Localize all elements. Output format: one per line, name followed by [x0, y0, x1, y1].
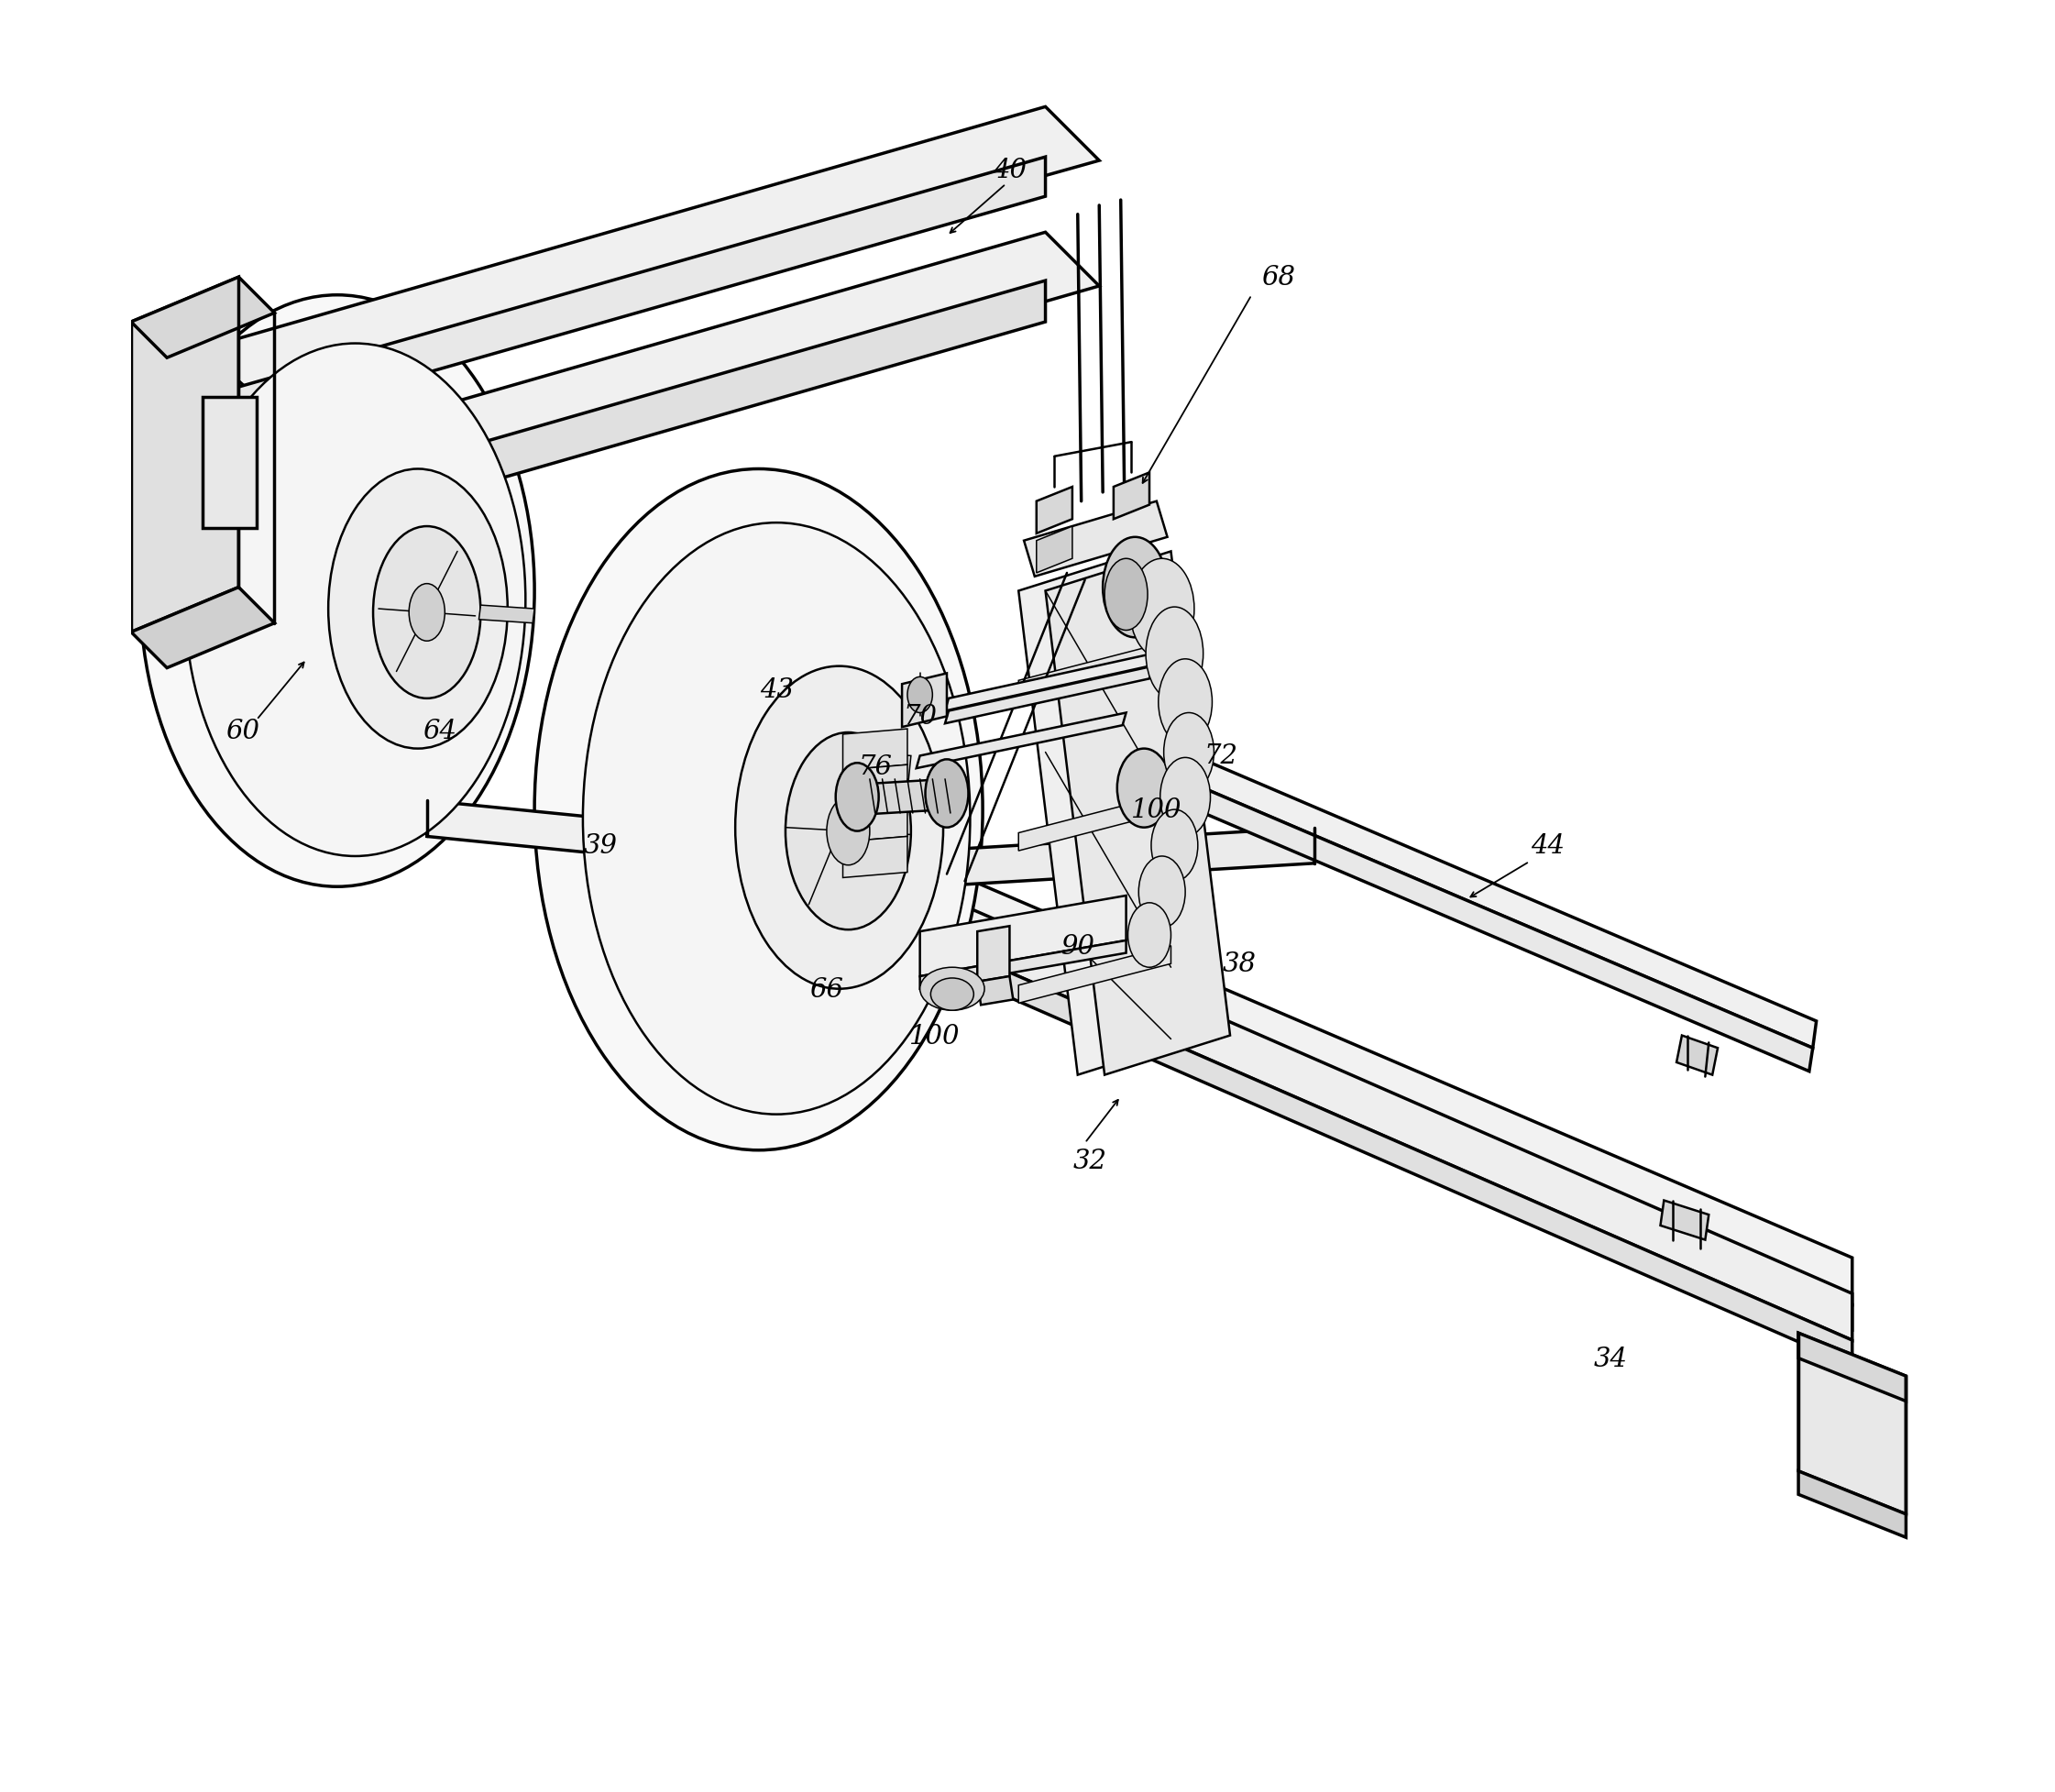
Polygon shape — [1200, 788, 1813, 1072]
Text: 64: 64 — [423, 719, 456, 744]
Text: 76: 76 — [859, 754, 892, 780]
Polygon shape — [843, 801, 908, 842]
Ellipse shape — [785, 733, 910, 930]
Ellipse shape — [534, 470, 982, 1150]
Ellipse shape — [925, 760, 968, 828]
Ellipse shape — [736, 667, 943, 989]
Ellipse shape — [1118, 749, 1171, 828]
Polygon shape — [479, 606, 534, 624]
Ellipse shape — [1151, 810, 1198, 882]
Ellipse shape — [908, 677, 933, 713]
Ellipse shape — [1138, 857, 1186, 928]
Text: 60: 60 — [226, 719, 259, 744]
Text: 90: 90 — [1060, 934, 1095, 959]
Polygon shape — [1114, 473, 1149, 520]
Text: 43: 43 — [760, 677, 793, 702]
Polygon shape — [427, 801, 929, 887]
Polygon shape — [865, 753, 910, 810]
Polygon shape — [203, 108, 1099, 398]
Polygon shape — [843, 765, 908, 806]
Polygon shape — [132, 278, 275, 358]
Ellipse shape — [584, 523, 970, 1115]
Ellipse shape — [1130, 559, 1194, 659]
Polygon shape — [1023, 502, 1167, 577]
Ellipse shape — [1128, 903, 1171, 968]
Ellipse shape — [1106, 559, 1147, 631]
Polygon shape — [1798, 1333, 1905, 1514]
Polygon shape — [1019, 794, 1171, 851]
Ellipse shape — [140, 296, 534, 887]
Polygon shape — [857, 780, 947, 815]
Polygon shape — [1046, 552, 1231, 1075]
Polygon shape — [978, 926, 1009, 982]
Ellipse shape — [374, 527, 481, 699]
Polygon shape — [1036, 487, 1073, 534]
Text: 66: 66 — [810, 977, 845, 1002]
Polygon shape — [902, 674, 947, 728]
Ellipse shape — [409, 584, 444, 642]
Text: 34: 34 — [1593, 1346, 1628, 1371]
Ellipse shape — [826, 797, 869, 866]
Ellipse shape — [1104, 538, 1167, 638]
Text: 70: 70 — [902, 704, 937, 729]
Polygon shape — [1798, 1471, 1905, 1538]
Polygon shape — [132, 588, 275, 668]
Polygon shape — [921, 896, 1126, 977]
Polygon shape — [921, 941, 1126, 989]
Ellipse shape — [921, 968, 984, 1011]
Ellipse shape — [1147, 607, 1202, 701]
Polygon shape — [978, 977, 1013, 1005]
Ellipse shape — [931, 978, 974, 1011]
Polygon shape — [945, 654, 1153, 711]
Polygon shape — [1019, 946, 1171, 1004]
Polygon shape — [203, 233, 1099, 529]
Polygon shape — [945, 667, 1153, 724]
Ellipse shape — [185, 344, 526, 857]
Ellipse shape — [329, 470, 508, 749]
Text: 100: 100 — [1130, 797, 1182, 823]
Text: 68: 68 — [1262, 265, 1295, 290]
Polygon shape — [1798, 1333, 1905, 1401]
Polygon shape — [132, 278, 238, 633]
Polygon shape — [203, 281, 1046, 564]
Polygon shape — [929, 828, 1315, 887]
Text: 100: 100 — [908, 1023, 960, 1048]
Polygon shape — [917, 713, 1126, 769]
Polygon shape — [203, 398, 257, 529]
Polygon shape — [843, 837, 908, 878]
Polygon shape — [1660, 1201, 1710, 1240]
Ellipse shape — [836, 763, 880, 831]
Polygon shape — [902, 898, 1852, 1330]
Polygon shape — [1019, 552, 1202, 1075]
Polygon shape — [843, 729, 908, 771]
Ellipse shape — [1159, 659, 1212, 745]
Polygon shape — [1036, 527, 1073, 573]
Polygon shape — [921, 887, 1852, 1340]
Polygon shape — [921, 934, 1852, 1366]
Text: 32: 32 — [1073, 1149, 1108, 1174]
Text: 39: 39 — [584, 833, 619, 858]
Polygon shape — [1202, 762, 1817, 1048]
Ellipse shape — [1161, 758, 1210, 837]
Polygon shape — [203, 158, 1046, 437]
Text: 44: 44 — [1531, 833, 1564, 858]
Polygon shape — [902, 851, 1852, 1305]
Polygon shape — [1019, 642, 1171, 699]
Text: 40: 40 — [993, 158, 1028, 183]
Text: 72: 72 — [1204, 744, 1237, 769]
Polygon shape — [1677, 1036, 1718, 1075]
Ellipse shape — [1163, 713, 1215, 792]
Text: 38: 38 — [1223, 952, 1256, 977]
